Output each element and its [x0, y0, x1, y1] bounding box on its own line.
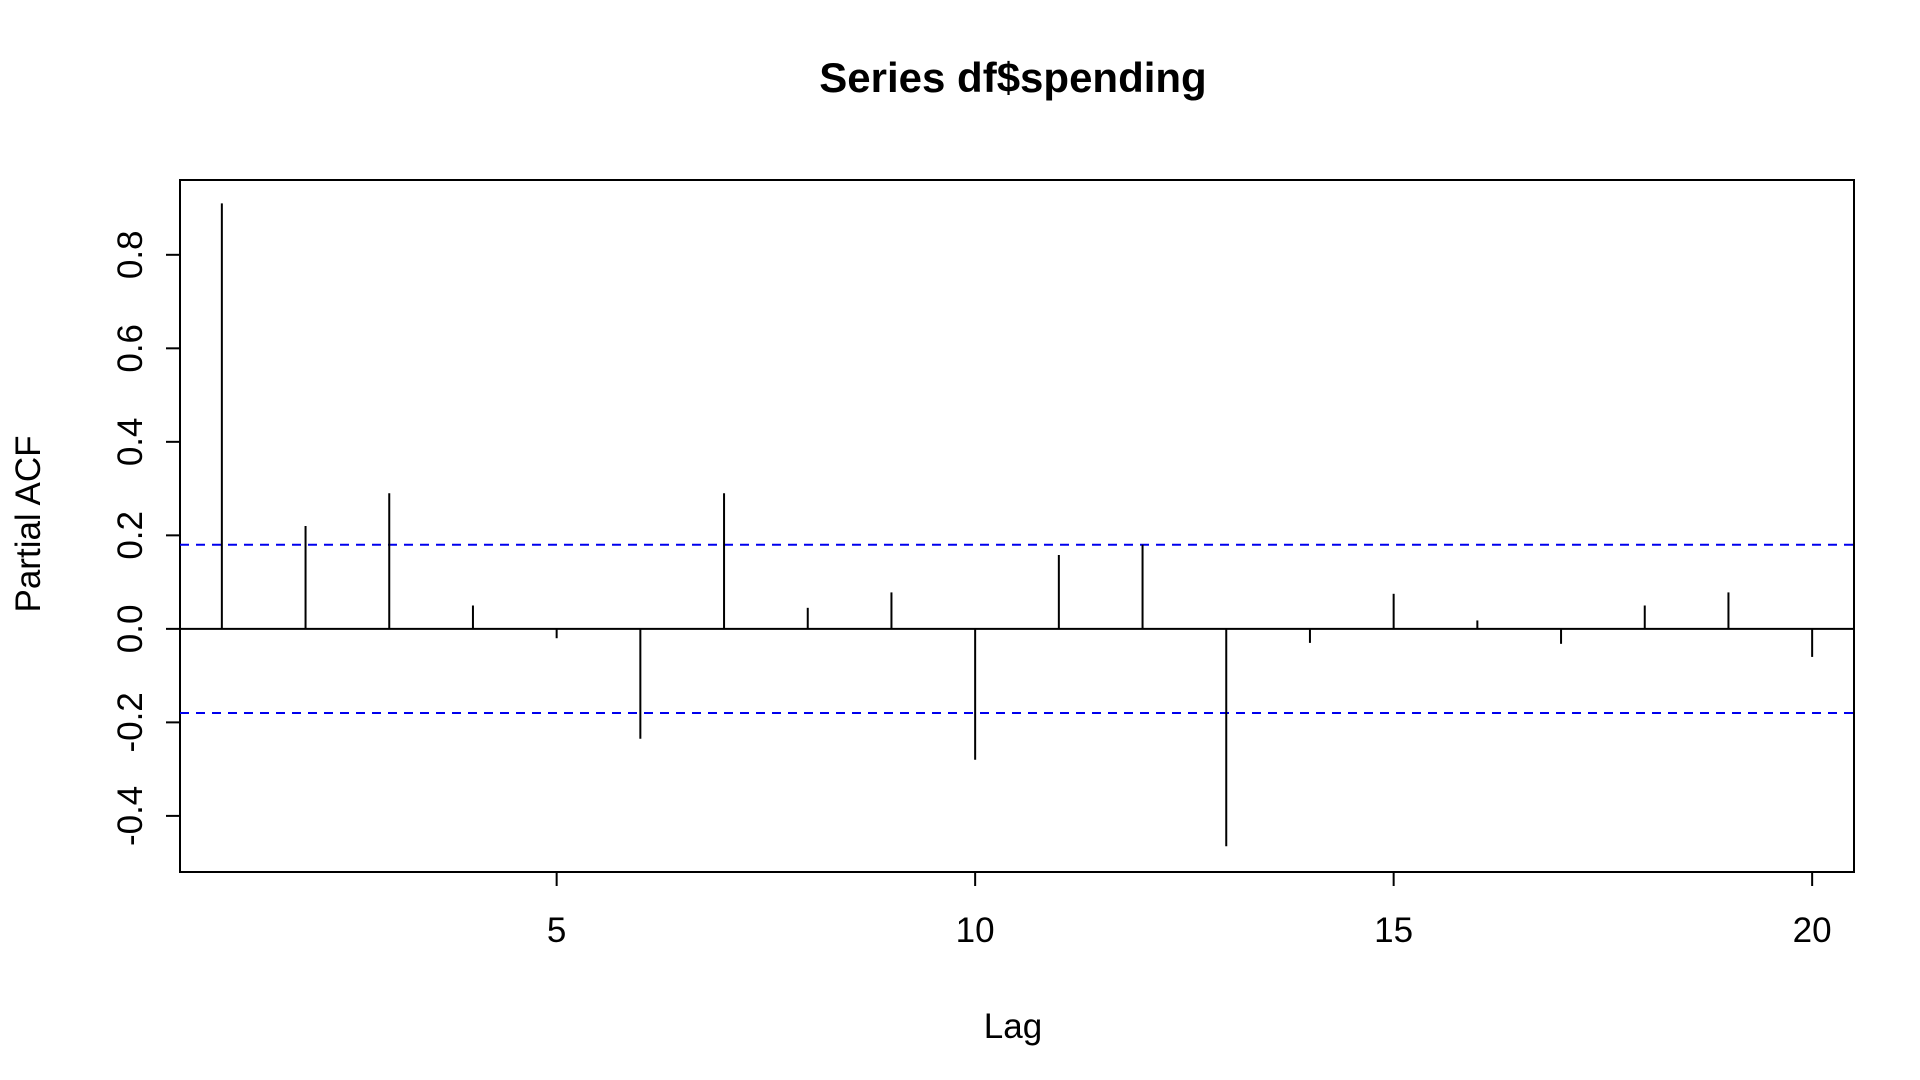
y-tick-label: -0.4	[111, 786, 150, 846]
y-axis-label: Partial ACF	[9, 436, 48, 613]
x-tick-label: 15	[1374, 911, 1413, 950]
x-tick-label: 5	[547, 911, 566, 950]
y-tick-label: 0.0	[111, 605, 150, 654]
plot-frame	[179, 179, 1855, 873]
x-tick-label: 20	[1793, 911, 1832, 950]
y-tick-label: 0.4	[111, 418, 150, 467]
plot-area: 5 10 15 20 -0.4 -0.2 0.0 0.2 0.4 0.6 0.8	[111, 179, 1855, 950]
y-tick-label: 0.6	[111, 324, 150, 373]
chart-title: Series df$spending	[819, 54, 1206, 101]
y-tick-label: -0.2	[111, 692, 150, 752]
x-axis-label: Lag	[984, 1007, 1042, 1046]
x-tick-label: 10	[956, 911, 995, 950]
y-tick-label: 0.8	[111, 230, 150, 279]
y-tick-label: 0.2	[111, 511, 150, 560]
